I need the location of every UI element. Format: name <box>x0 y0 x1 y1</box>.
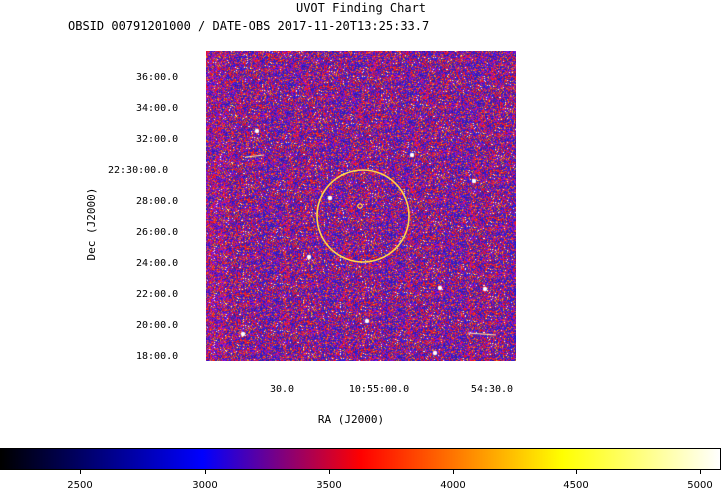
dec-tick: 22:30:00.0 <box>108 165 169 176</box>
ra-tick: 30.0 <box>269 384 295 395</box>
colorbar-gradient <box>1 449 720 469</box>
source-region-circle <box>316 169 410 263</box>
dec-tick: 26:00.0 <box>136 227 179 238</box>
observation-subtitle: OBSID 00791201000 / DATE-OBS 2017-11-20T… <box>68 19 430 33</box>
ra-axis-label: RA (J2000) <box>317 413 385 426</box>
dec-tick: 18:00.0 <box>136 351 179 362</box>
source-position-marker <box>357 203 363 209</box>
sky-image-canvas <box>206 51 516 361</box>
dec-tick: 28:00.0 <box>136 196 179 207</box>
ra-tick: 54:30.0 <box>470 384 514 395</box>
ra-tick: 10:55:00.0 <box>348 384 410 395</box>
colorbar-tick-mark <box>700 469 701 474</box>
overlay-layer <box>316 169 410 263</box>
dec-tick: 24:00.0 <box>136 258 179 269</box>
dec-tick: 36:00.0 <box>136 72 179 83</box>
colorbar-tick-label: 5000 <box>687 480 713 491</box>
colorbar-tick-mark <box>205 469 206 474</box>
dec-axis-label: Dec (J2000) <box>85 187 98 261</box>
dec-tick: 34:00.0 <box>136 103 179 114</box>
chart-title: UVOT Finding Chart <box>295 1 427 15</box>
colorbar-tick-label: 4000 <box>440 480 466 491</box>
colorbar-tick-label: 3000 <box>192 480 218 491</box>
colorbar-tick-mark <box>576 469 577 474</box>
colorbar-tick-label: 3500 <box>316 480 342 491</box>
colorbar-tick-label: 2500 <box>67 480 93 491</box>
colorbar-tick-mark <box>329 469 330 474</box>
sky-image[interactable] <box>206 51 516 361</box>
colorbar-tick-mark <box>80 469 81 474</box>
dec-tick: 20:00.0 <box>136 320 179 331</box>
colorbar-tick-mark <box>453 469 454 474</box>
colorbar-tick-label: 4500 <box>563 480 589 491</box>
dec-tick: 32:00.0 <box>136 134 179 145</box>
dec-tick: 22:00.0 <box>136 289 179 300</box>
colorbar <box>0 448 721 470</box>
